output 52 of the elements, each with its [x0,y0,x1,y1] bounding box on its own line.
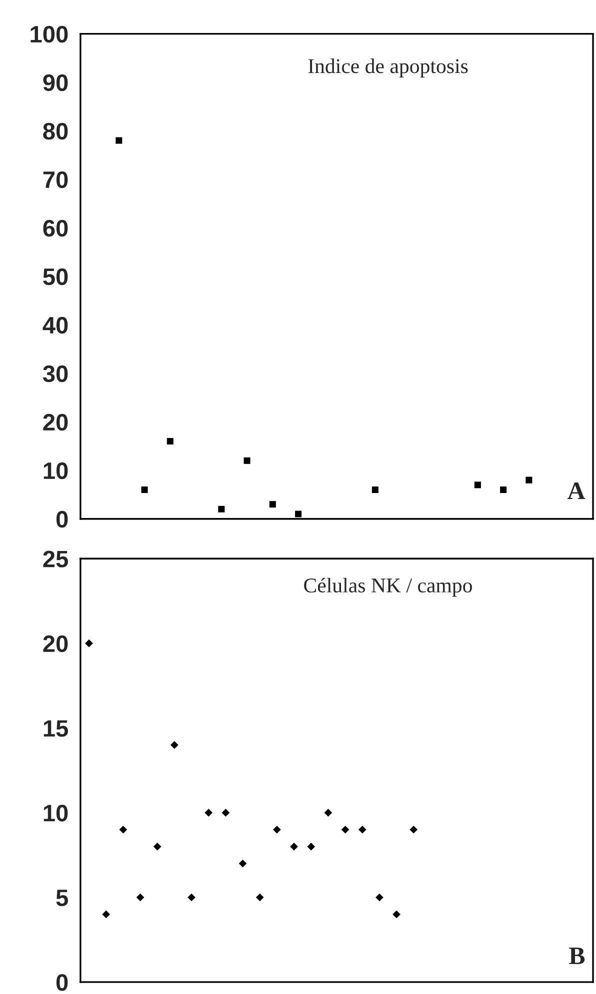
point [204,808,213,817]
point [376,893,384,902]
y-tick-label: 70 [43,171,68,188]
point [474,482,481,488]
point [170,741,178,749]
y-tick-label: 100 [30,26,68,43]
y-tick-label: 60 [43,220,68,237]
point [295,510,302,518]
point [372,486,378,494]
point [153,842,162,850]
point [290,842,298,850]
point [238,860,247,868]
y-tick-label: 90 [43,74,68,92]
y-tick-label: 0 [56,510,68,528]
point [85,639,93,648]
annotation: A [568,482,586,499]
y-tick-label: 20 [43,414,68,431]
point [324,808,332,817]
point [218,506,225,512]
point [307,842,316,850]
y-tick-label: 80 [43,122,68,140]
point [526,476,532,484]
point [341,826,350,834]
point [222,808,230,817]
point [119,826,128,834]
annotation: Células NK / campo [304,578,472,597]
point [244,457,250,464]
annotation: Indice de apoptosis [308,58,468,78]
y-tick-label: 40 [42,316,68,334]
point [166,438,174,445]
point [358,826,366,834]
point [141,486,148,494]
point [256,893,264,902]
y-tick-label: 0 [56,974,68,991]
y-tick-label: 10 [44,804,68,822]
point [102,910,110,918]
point [116,137,122,144]
point [410,826,418,834]
y-tick-label: 20 [43,635,68,652]
y-tick-label: 25 [43,550,68,568]
y-tick-label: 30 [42,365,68,382]
y-tick-label: 10 [44,462,68,480]
point [269,501,276,508]
point [392,910,400,918]
annotation: B [569,948,585,964]
point [500,486,507,494]
y-tick-label: 5 [56,890,68,906]
point [273,826,281,834]
y-tick-label: 15 [44,720,68,737]
point [136,893,144,902]
point [188,893,196,902]
y-tick-label: 50 [43,268,68,286]
